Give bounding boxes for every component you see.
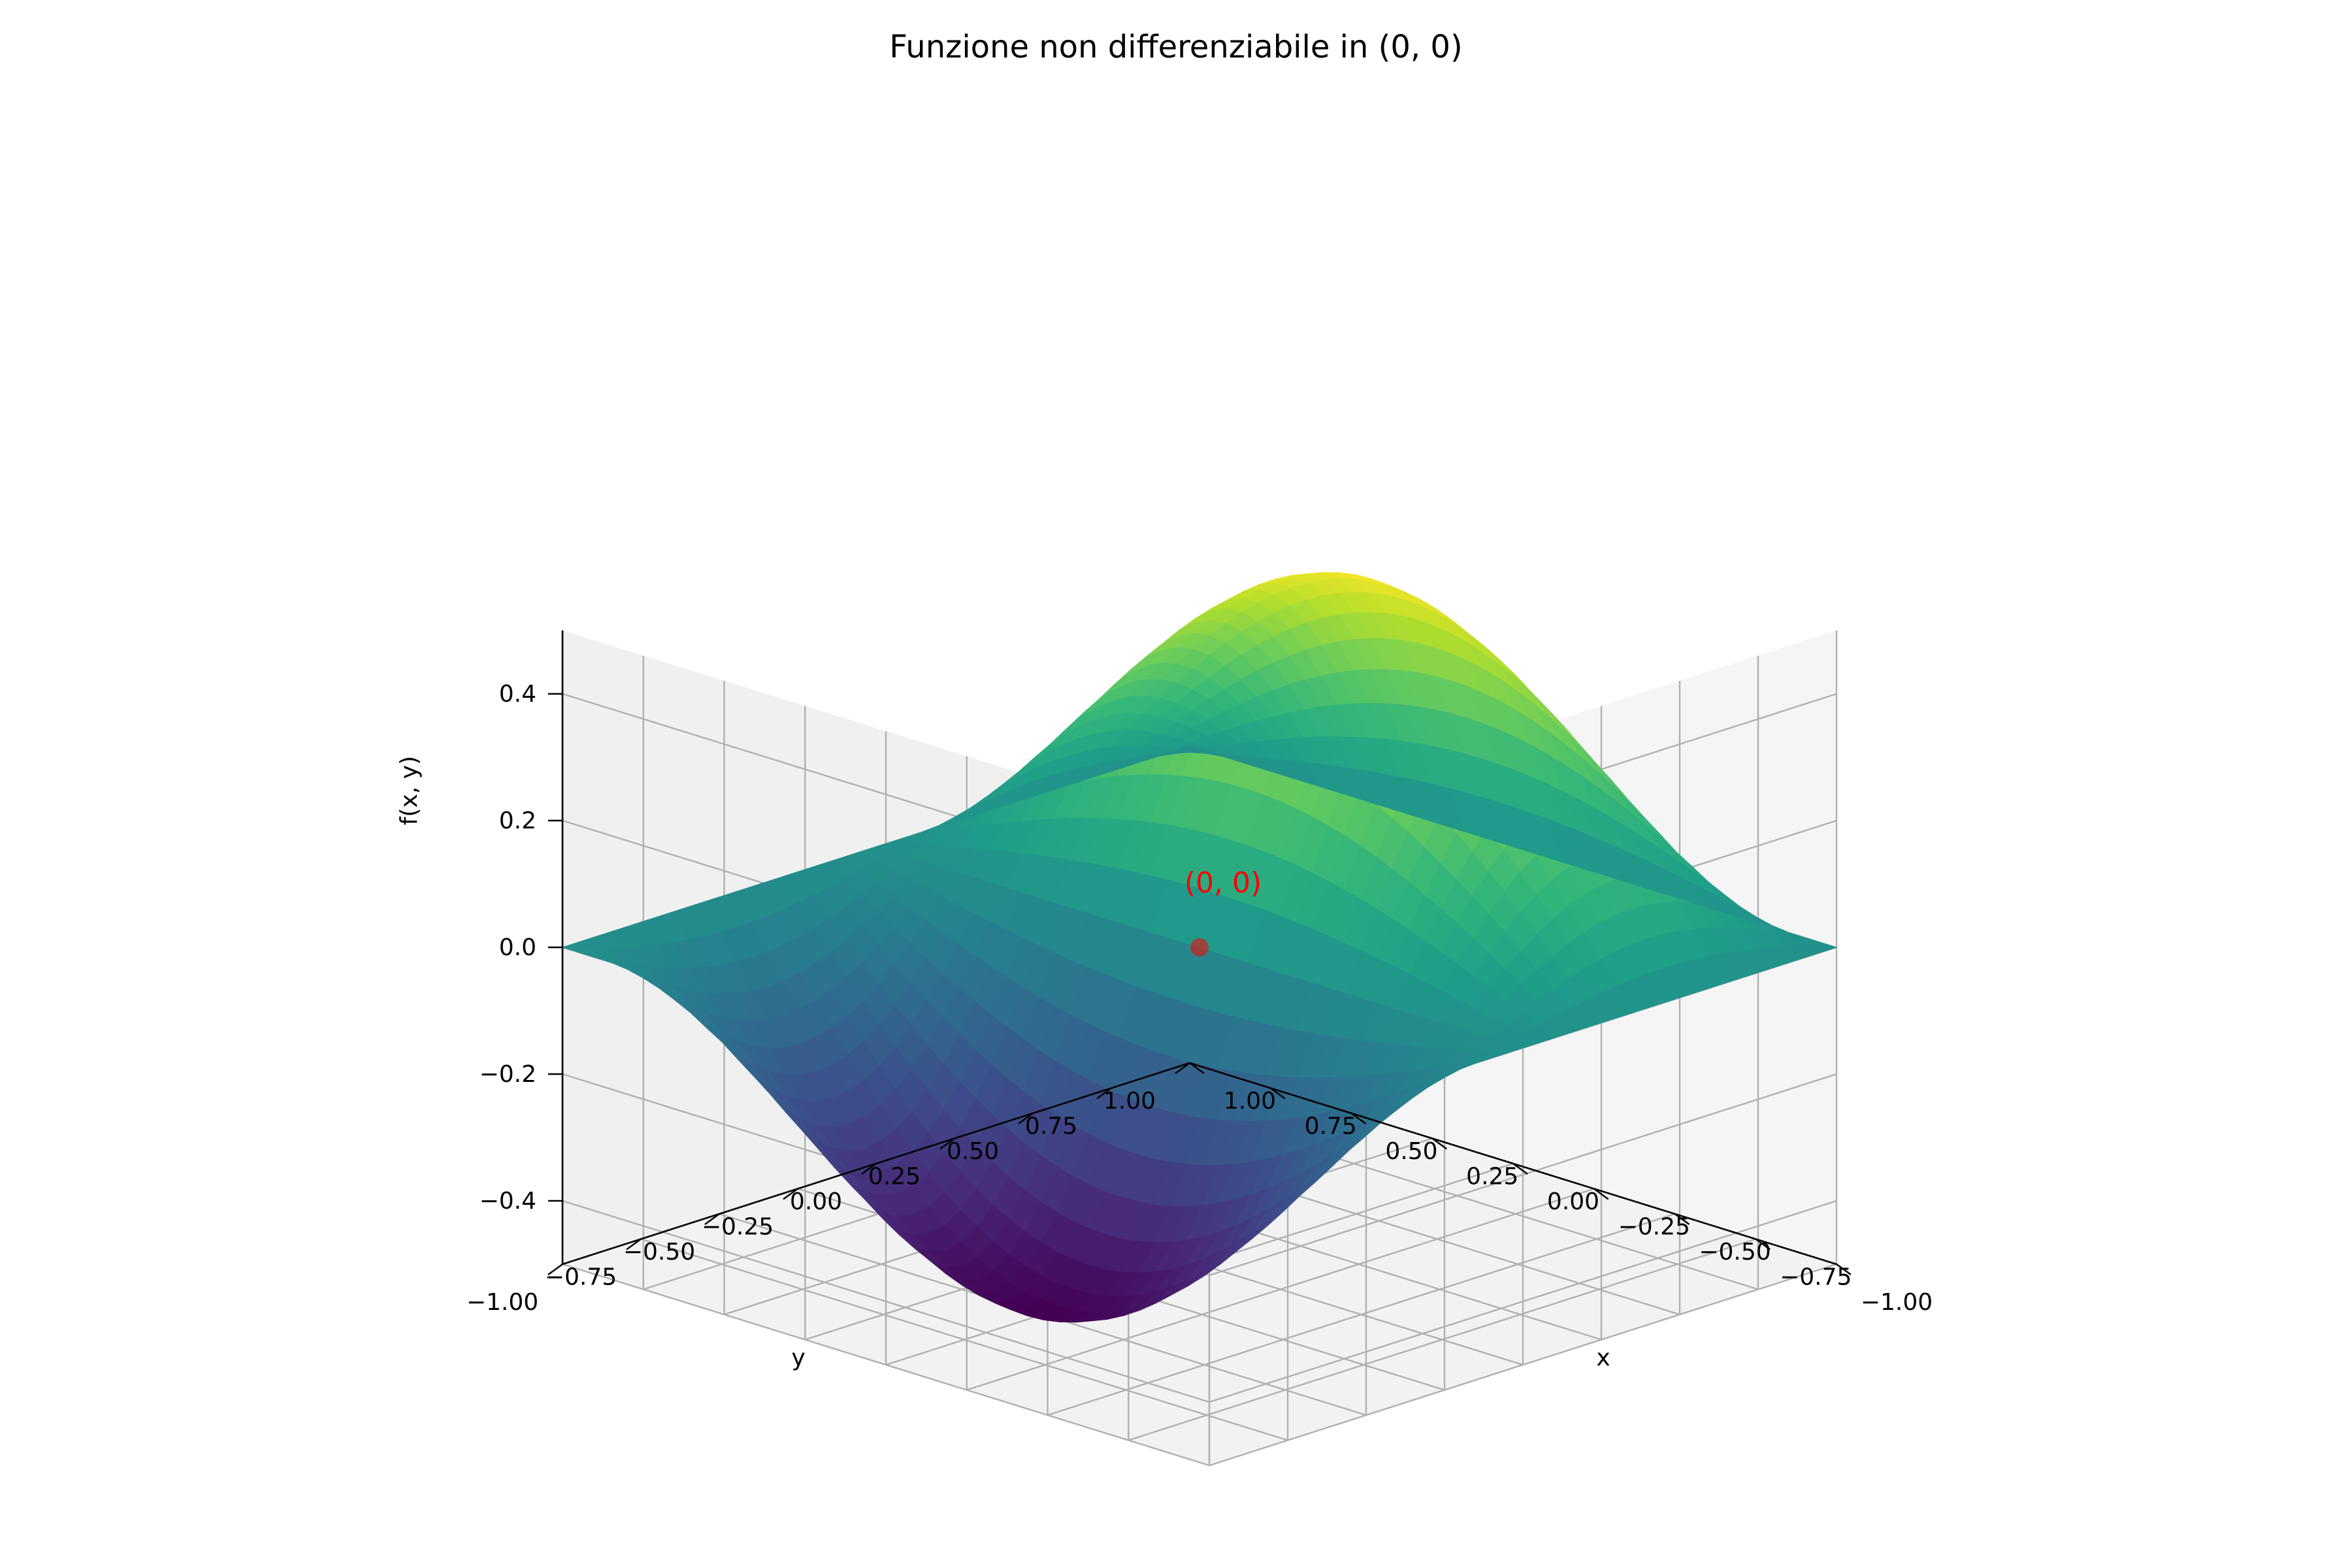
pane-gridline-z [1209,1073,1837,1277]
origin-marker: (0, 0) [1184,866,1262,956]
z-tick-label: 0.0 [499,934,536,961]
x-tick-label: −0.25 [1618,1214,1690,1241]
origin-point [1190,938,1209,956]
x-tick-label: −0.75 [1780,1264,1852,1291]
y-tick-mark [1096,1087,1112,1100]
y-tick-label: −0.50 [623,1239,695,1266]
x-tick-mark [1512,1163,1528,1175]
y-tick-mark [626,1238,642,1250]
x-tick-mark [1593,1188,1609,1200]
y-tick-label: 0.75 [1025,1113,1077,1140]
y-tick-mark [704,1213,720,1225]
y-tick-mark [1018,1113,1034,1124]
y-tick-label: 1.00 [1103,1088,1156,1115]
y-tick-mark [547,1264,563,1275]
x-tick-mark [1350,1113,1367,1124]
x-tick-label: 0.00 [1547,1188,1599,1215]
tick-labels: −1.00−1.00−0.75−0.75−0.50−0.50−0.25−0.25… [466,681,1933,1316]
y-tick-mark [861,1163,877,1175]
y-tick-label: 0.25 [868,1164,921,1190]
x-tick-mark [1674,1213,1690,1225]
y-tick-label: −0.75 [545,1264,617,1291]
y-tick-mark [939,1137,955,1150]
z-tick-label: 0.2 [499,808,536,834]
chart-title: Funzione non differenziabile in (0, 0) [889,29,1462,65]
y-tick-label: 0.00 [790,1188,842,1215]
x-tick-label: −1.00 [1861,1289,1933,1316]
y-tick-mark [783,1188,798,1200]
x-axis-label: x [1596,1345,1610,1371]
x-tick-mark [1189,1062,1205,1074]
y-tick-label: 0.50 [947,1138,999,1165]
z-axis-label: f(x, y) [396,756,423,825]
x-tick-mark [1431,1137,1447,1150]
x-tick-label: 0.25 [1466,1164,1518,1190]
pane-gridline-z [1209,1200,1837,1403]
surface-facet [1173,745,1206,753]
z-tick-label: 0.4 [499,681,536,708]
z-tick-label: −0.4 [480,1188,536,1215]
y-tick-label: −1.00 [466,1289,538,1316]
x-tick-label: 0.75 [1305,1113,1357,1140]
x-tick-label: −0.50 [1699,1239,1771,1266]
x-tick-label: 0.50 [1385,1138,1437,1165]
y-tick-label: −0.25 [702,1214,774,1241]
y-axis-label: y [791,1345,805,1371]
z-tick-label: −0.2 [480,1061,536,1088]
x-tick-mark [1836,1264,1852,1275]
x-tick-label: 1.00 [1224,1088,1276,1115]
pane-gridline-z [562,1200,1210,1403]
surface-mesh [561,572,1838,1323]
axis-lines [547,630,1852,1275]
x-tick-mark [1755,1238,1771,1250]
y-tick-mark [1175,1062,1190,1074]
x-tick-mark [1270,1087,1286,1100]
origin-point-label: (0, 0) [1184,866,1262,900]
